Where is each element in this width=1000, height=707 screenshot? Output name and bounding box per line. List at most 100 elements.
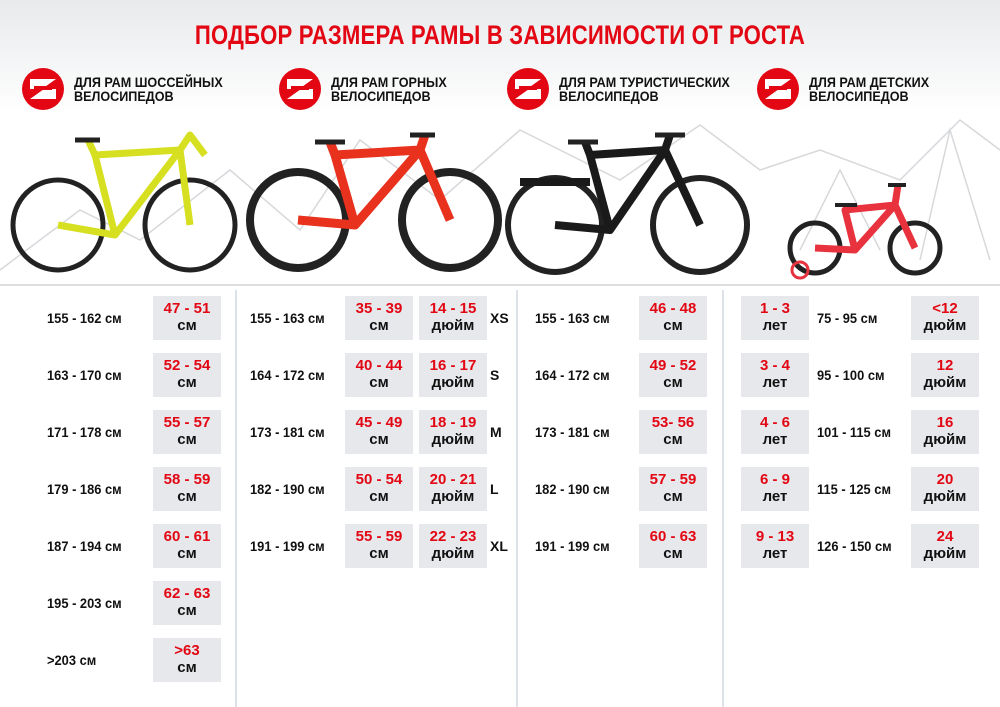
unit: дюйм <box>431 488 475 505</box>
value: 60 - 63 <box>649 528 697 545</box>
wheel-size-box: 20 дюйм <box>911 467 979 511</box>
value: 58 - 59 <box>163 471 211 488</box>
unit: см <box>177 545 197 562</box>
value: 57 - 59 <box>649 471 697 488</box>
frame-size-box: >63 см <box>153 638 221 682</box>
wheel-size-box: 24 дюйм <box>911 524 979 568</box>
value: 12 <box>936 357 954 374</box>
unit: см <box>369 317 389 334</box>
value: 20 <box>936 471 954 488</box>
frame-size-box: 53- 56 см <box>639 410 707 454</box>
unit: дюйм <box>431 545 475 562</box>
wheel-size-box: <12 дюйм <box>911 296 979 340</box>
unit: см <box>369 545 389 562</box>
frame-size-inch-box: 18 - 19 дюйм <box>419 410 487 454</box>
value: 22 - 23 <box>429 528 477 545</box>
frame-size-cm-box: 45 - 49 см <box>345 410 413 454</box>
rider-height: 191 - 199 см <box>250 538 325 554</box>
rider-height: 173 - 181 см <box>535 424 610 440</box>
frame-size-cm-box: 40 - 44 см <box>345 353 413 397</box>
rider-height: >203 см <box>47 652 97 668</box>
category-label: Для рам шоссейных велосипедов <box>74 74 223 104</box>
unit: см <box>369 374 389 391</box>
frame-size-cm-box: 35 - 39 см <box>345 296 413 340</box>
value: 47 - 51 <box>163 300 211 317</box>
value: 52 - 54 <box>163 357 211 374</box>
frame-size-box: 60 - 61 см <box>153 524 221 568</box>
brand-logo-icon <box>507 68 549 110</box>
rider-height: 155 - 163 см <box>535 310 610 326</box>
value: 49 - 52 <box>649 357 697 374</box>
unit: дюйм <box>923 317 967 334</box>
value: >63 <box>174 642 200 659</box>
unit: см <box>663 545 683 562</box>
category-mountain: Для рам горных велосипедов <box>277 66 531 112</box>
unit: см <box>177 317 197 334</box>
rider-height: 182 - 190 см <box>250 481 325 497</box>
road-bike-icon <box>10 131 238 273</box>
category-road: Для рам шоссейных велосипедов <box>20 66 274 112</box>
brand-logo-icon <box>22 68 64 110</box>
unit: см <box>369 488 389 505</box>
page-title: ПОДБОР РАЗМЕРА РАМЫ В ЗАВИСИМОСТИ ОТ РОС… <box>194 20 806 50</box>
frame-size-box: 49 - 52 см <box>639 353 707 397</box>
value: 35 - 39 <box>355 300 403 317</box>
value: 46 - 48 <box>649 300 697 317</box>
unit: см <box>177 602 197 619</box>
size-letter: L <box>490 481 499 497</box>
rider-height: 182 - 190 см <box>535 481 610 497</box>
column-divider <box>235 290 237 707</box>
value: <12 <box>932 300 958 317</box>
value: 53- 56 <box>651 414 695 431</box>
frame-size-box: 58 - 59 см <box>153 467 221 511</box>
frame-size-box: 47 - 51 см <box>153 296 221 340</box>
unit: см <box>177 488 197 505</box>
brand-logo-icon <box>279 68 321 110</box>
size-letter: M <box>490 424 502 440</box>
frame-size-box: 46 - 48 см <box>639 296 707 340</box>
value: 62 - 63 <box>163 585 211 602</box>
wheel-size-box: 12 дюйм <box>911 353 979 397</box>
category-touring: Для рам туристических велосипедов <box>505 66 759 112</box>
unit: лет <box>762 545 788 562</box>
value: 45 - 49 <box>355 414 403 431</box>
category-label: Для рам детских велосипедов <box>809 74 930 104</box>
value: 6 - 9 <box>759 471 790 488</box>
value: 60 - 61 <box>163 528 211 545</box>
age-box: 6 - 9 лет <box>741 467 809 511</box>
rider-height: 191 - 199 см <box>535 538 610 554</box>
child-height: 75 - 95 см <box>817 310 878 326</box>
unit: см <box>177 659 197 676</box>
value: 1 - 3 <box>759 300 790 317</box>
frame-size-box: 62 - 63 см <box>153 581 221 625</box>
value: 16 <box>936 414 954 431</box>
rider-height: 173 - 181 см <box>250 424 325 440</box>
frame-size-inch-box: 16 - 17 дюйм <box>419 353 487 397</box>
value: 20 - 21 <box>429 471 477 488</box>
value: 14 - 15 <box>429 300 477 317</box>
unit: дюйм <box>923 431 967 448</box>
age-box: 4 - 6 лет <box>741 410 809 454</box>
unit: лет <box>762 317 788 334</box>
child-height: 115 - 125 см <box>817 481 891 497</box>
kids-bike-icon <box>787 183 943 280</box>
value: 50 - 54 <box>355 471 403 488</box>
touring-bike-icon <box>505 132 750 275</box>
rider-height: 179 - 186 см <box>47 481 122 497</box>
column-divider <box>722 290 724 707</box>
value: 40 - 44 <box>355 357 403 374</box>
unit: лет <box>762 431 788 448</box>
rider-height: 155 - 162 см <box>47 310 122 326</box>
rider-height: 163 - 170 см <box>47 367 122 383</box>
unit: см <box>663 317 683 334</box>
mountain-bike-icon <box>246 132 502 272</box>
size-letter: XS <box>490 310 509 326</box>
rider-height: 164 - 172 см <box>535 367 610 383</box>
category-kids: Для рам детских велосипедов <box>755 66 1000 112</box>
bikes-illustration <box>0 119 1000 286</box>
frame-size-box: 52 - 54 см <box>153 353 221 397</box>
rider-height: 164 - 172 см <box>250 367 325 383</box>
frame-size-inch-box: 22 - 23 дюйм <box>419 524 487 568</box>
value: 9 - 13 <box>755 528 795 545</box>
age-box: 1 - 3 лет <box>741 296 809 340</box>
